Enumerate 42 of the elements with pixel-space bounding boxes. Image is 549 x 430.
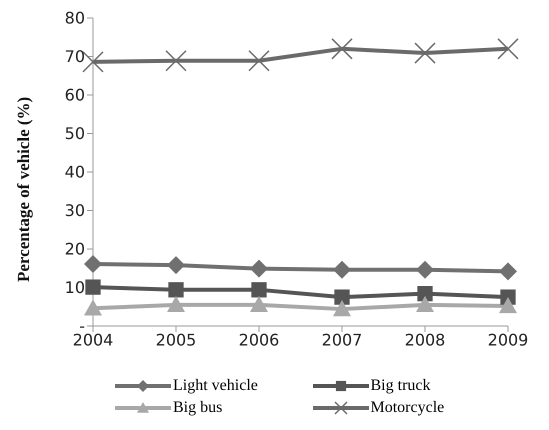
point	[85, 279, 101, 295]
point	[167, 296, 185, 312]
point	[82, 51, 104, 73]
point	[416, 260, 434, 279]
point	[168, 282, 184, 298]
x-tick-label: 2004	[72, 330, 114, 350]
point	[84, 255, 102, 274]
y-tick-label: 70	[64, 47, 85, 66]
legend-label: Motorcycle	[370, 399, 444, 417]
point	[499, 296, 517, 314]
y-tick-label: 40	[64, 162, 85, 182]
y-tick-label: 60	[64, 86, 85, 105]
point	[334, 289, 350, 305]
legend-label: Big truck	[370, 377, 430, 395]
point	[165, 50, 187, 72]
y-tick-label: 80	[64, 8, 85, 28]
x-tick-label: 2007	[322, 330, 362, 350]
point	[499, 262, 517, 280]
x-tick-label: 2009	[488, 330, 528, 350]
y-tick-label: 20	[64, 240, 85, 259]
point	[331, 38, 353, 60]
point	[250, 260, 268, 278]
y-tick-label: 10	[64, 278, 85, 298]
point	[417, 286, 433, 302]
point	[248, 50, 270, 72]
point	[84, 299, 102, 316]
y-tick-label: 50	[64, 124, 85, 144]
y-tick-label: 30	[64, 201, 85, 220]
y-axis-title: Percentage of vehicle (%)	[14, 96, 34, 282]
point	[416, 296, 434, 312]
x-tick-label: 2005	[156, 330, 196, 350]
legend-label: Big bus	[173, 399, 222, 417]
point	[333, 300, 351, 316]
x-tick-label: 2006	[238, 330, 280, 350]
point	[333, 260, 351, 279]
point	[497, 38, 519, 60]
point	[414, 42, 436, 64]
point	[251, 282, 267, 298]
legend-label: Light vehicle	[173, 377, 258, 395]
point	[250, 296, 268, 312]
x-tick-label: 2008	[404, 330, 446, 350]
point	[167, 256, 185, 274]
